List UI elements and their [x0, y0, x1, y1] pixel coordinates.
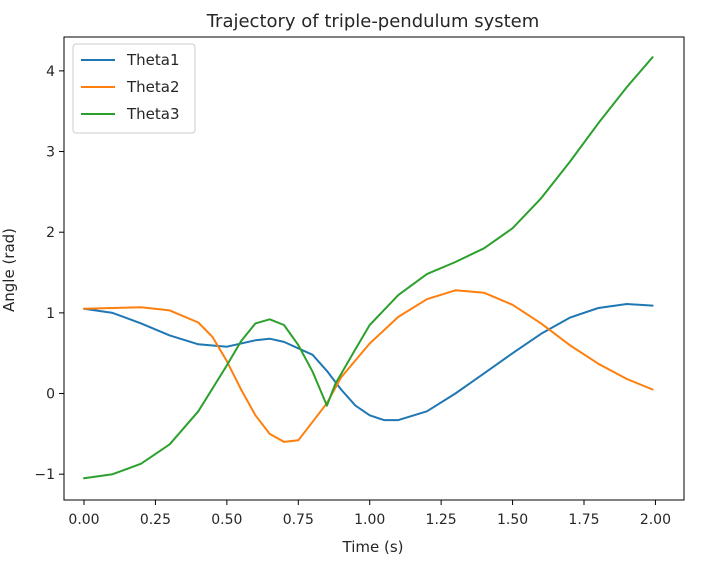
y-axis-label: Angle (rad) [0, 228, 18, 312]
x-tick-label: 1.50 [497, 512, 528, 528]
x-tick-label: 0.00 [68, 512, 99, 528]
x-axis-label: Time (s) [342, 538, 404, 556]
series-line-theta1 [83, 303, 654, 422]
x-tick-label: 0.75 [283, 512, 314, 528]
legend-box [72, 43, 196, 134]
y-tick-label: −1 [34, 467, 55, 483]
chart-title: Trajectory of triple-pendulum system [206, 11, 540, 32]
x-tick-label: 1.75 [568, 512, 599, 528]
series-line-theta2 [83, 289, 654, 443]
x-tick-label: 2.00 [640, 512, 671, 528]
x-tick-label: 0.50 [211, 512, 242, 528]
x-tick-label: 0.25 [140, 512, 171, 528]
legend-label-theta2: Theta2 [126, 78, 180, 96]
y-tick-label: 1 [46, 306, 55, 322]
x-tick-label: 1.25 [426, 512, 457, 528]
y-tick-label: 3 [46, 145, 55, 161]
y-tick-label: 4 [46, 64, 55, 80]
axes: 0.00 0.25 0.50 0.75 1.00 1.25 1.50 1.75 2.00 −1 0 1… [34, 36, 685, 528]
plot-frame [63, 36, 685, 501]
legend-label-theta1: Theta1 [126, 51, 180, 69]
x-tick-label: 1.00 [354, 512, 385, 528]
legend: Theta1 Theta2 Theta3 [72, 43, 196, 134]
plot-area [83, 56, 654, 480]
legend-label-theta3: Theta3 [126, 105, 180, 123]
y-tick-label: 2 [46, 225, 55, 241]
y-tick-label: 0 [46, 387, 55, 403]
series-line-theta3 [83, 56, 654, 480]
